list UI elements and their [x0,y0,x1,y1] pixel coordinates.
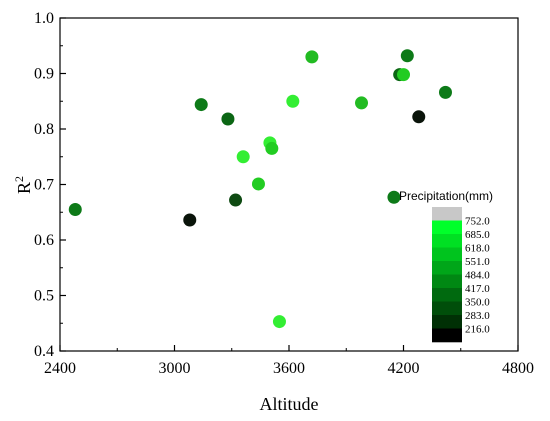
legend-swatch-0 [432,207,462,221]
x-tick-label-2: 3600 [273,360,305,377]
y-axis-title: R2 [12,176,34,194]
y-axis-title-superscript: 2 [12,176,26,182]
axis-tick-labels: 2400 3000 3600 4200 4800 0.4 0.5 0.6 0.7 0.8 0.9 1.… [34,10,534,377]
legend-swatch-2 [432,234,462,248]
axis-ticks [59,17,519,352]
y-tick-label-2: 0.6 [34,232,54,249]
data-point-6 [251,177,265,191]
legend-swatch-8 [432,315,462,329]
data-points [68,49,452,329]
data-point-2 [194,98,208,112]
legend-level-4: 484.0 [465,270,490,282]
y-tick-label-1: 0.5 [34,288,54,305]
legend-level-1: 685.0 [465,229,490,241]
legend-swatch-1 [432,220,462,235]
x-tick-label-4: 4800 [502,360,534,377]
legend-level-5: 417.0 [465,283,490,295]
legend-swatch-5 [432,274,462,289]
legend-swatch-6 [432,288,462,302]
legend-swatch-7 [432,301,462,316]
data-point-0 [68,202,82,216]
data-point-11 [305,50,319,64]
data-point-15 [397,68,410,82]
data-point-9 [272,315,286,329]
x-axis-title: Altitude [260,394,319,414]
y-tick-label-4: 0.8 [34,121,54,138]
legend-level-3: 551.0 [465,256,490,268]
y-axis-title-main: R [14,182,34,194]
x-tick-label-0: 2400 [44,360,76,377]
legend-swatch-4 [432,261,462,275]
legend-level-7: 283.0 [465,310,490,322]
data-point-1 [183,213,197,227]
data-point-3 [221,112,235,126]
data-point-16 [400,49,414,63]
legend-swatch-9 [432,328,462,343]
x-tick-label-3: 4200 [388,360,420,377]
y-tick-label-6: 1.0 [34,10,54,27]
data-point-5 [236,150,250,164]
legend-swatches [432,207,462,343]
y-tick-label-3: 0.7 [34,177,54,194]
legend-level-6: 350.0 [465,297,490,309]
data-point-4 [229,193,243,207]
data-point-17 [412,110,426,124]
legend-swatch-3 [432,247,462,262]
legend-level-8: 216.0 [465,324,490,336]
y-tick-label-0: 0.4 [34,343,54,360]
legend-level-0: 752.0 [465,216,490,228]
data-point-8 [265,141,279,155]
data-point-18 [438,85,452,99]
legend-level-2: 618.0 [465,243,490,255]
data-point-12 [355,96,369,110]
y-tick-label-5: 0.9 [34,66,54,83]
data-point-10 [286,94,300,108]
legend-title: Precipitation(mm) [399,189,493,203]
x-tick-label-1: 3000 [159,360,191,377]
data-point-13 [387,190,401,204]
